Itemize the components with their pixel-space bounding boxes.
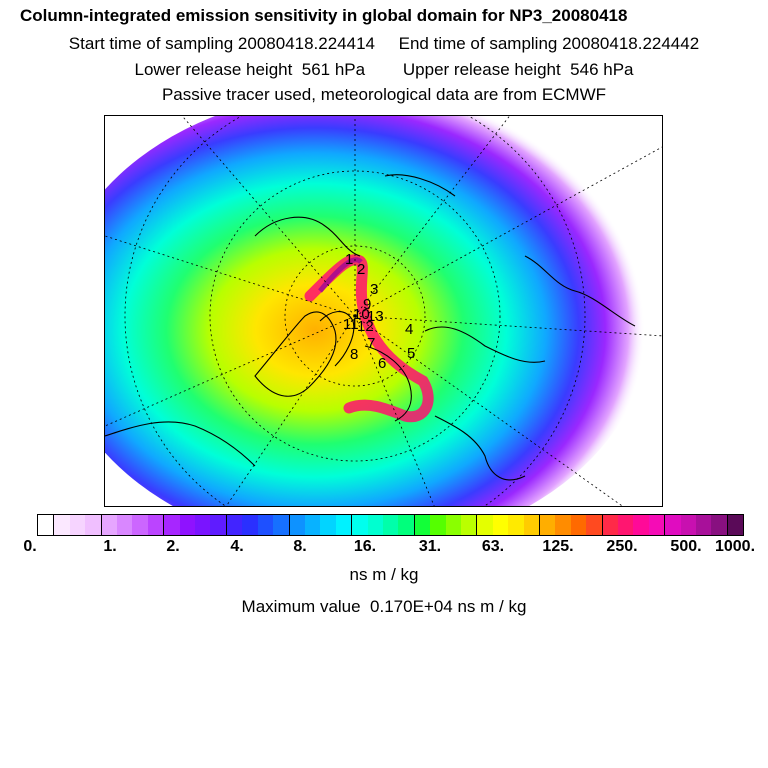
colorbar-cell <box>85 515 102 535</box>
colorbar-cell <box>398 515 415 535</box>
trajectory-label: 9 <box>363 296 371 313</box>
colorbar-cell <box>711 515 728 535</box>
colorbar-tick-label: 8. <box>293 538 307 555</box>
colorbar-cell <box>320 515 336 535</box>
colorbar-tick-label: 500. <box>670 538 702 555</box>
colorbar-cell <box>460 515 478 535</box>
colorbar-tick-label: 31. <box>418 538 442 555</box>
trajectory-label: 11 <box>343 316 359 333</box>
colorbar-cell <box>242 515 258 535</box>
trajectory-label: 3 <box>370 281 378 298</box>
colorbar-cell <box>304 515 321 535</box>
colorbar-cell <box>680 515 697 535</box>
colorbar-cell <box>618 515 634 535</box>
colorbar-tick-label: 4. <box>230 538 244 555</box>
colorbar-cell <box>132 515 148 535</box>
colorbar-cell <box>226 515 243 535</box>
trajectory-label: 6 <box>378 355 386 372</box>
trajectory-label: 8 <box>350 346 358 363</box>
colorbar-cell <box>117 515 133 535</box>
colorbar-cell <box>477 515 493 535</box>
trajectory-label: 1 <box>345 251 353 268</box>
colorbar-cell <box>164 515 180 535</box>
colorbar-cell <box>54 515 70 535</box>
colorbar-tick-label: 1. <box>103 538 117 555</box>
plot-title: Column-integrated emission sensitivity i… <box>20 6 628 25</box>
colorbar-cell <box>273 515 290 535</box>
colorbar-cell <box>445 515 461 535</box>
colorbar-cell <box>633 515 649 535</box>
coastlines <box>105 174 636 481</box>
colorbar-cell <box>492 515 509 535</box>
colorbar-cell <box>430 515 446 535</box>
colorbar-cell <box>696 515 712 535</box>
trajectory-label: 2 <box>357 261 365 278</box>
colorbar-cell <box>602 515 619 535</box>
colorbar-cell <box>382 515 399 535</box>
trajectory-label: 12 <box>357 318 374 335</box>
colorbar-cell <box>414 515 431 535</box>
colorbar-tick-label: 16. <box>353 538 377 555</box>
trajectory-label: 10 <box>353 306 370 323</box>
colorbar-cell <box>727 515 744 535</box>
colorbar-cell <box>101 515 118 535</box>
colorbar-tick-label: 0. <box>23 538 37 555</box>
colorbar-tick-label: 2. <box>166 538 180 555</box>
trajectory-label: 5 <box>407 345 415 362</box>
colorbar-cell <box>289 515 305 535</box>
maximum-value: Maximum value 0.170E+04 ns m / kg <box>241 597 527 616</box>
plume-core <box>318 257 363 293</box>
colorbar-cell <box>179 515 196 535</box>
colorbar-units: ns m / kg <box>349 565 419 584</box>
colorbar-cell <box>38 515 55 535</box>
release-heights: Lower release height 561 hPa Upper relea… <box>134 60 634 79</box>
sensitivity-field <box>105 116 651 506</box>
colorbar-tick-label: 1000. <box>714 538 756 555</box>
colorbar <box>37 514 744 536</box>
colorbar-cell <box>210 515 227 535</box>
colorbar-cell <box>523 515 540 535</box>
emission-sensitivity-map: 1 2 3 4 5 6 7 8 9 10 11 12 13 <box>104 115 663 507</box>
colorbar-tick-label: 63. <box>481 538 505 555</box>
colorbar-cell <box>540 515 556 535</box>
graticule <box>105 116 662 506</box>
trajectory-label: 4 <box>405 321 413 338</box>
colorbar-cell <box>257 515 274 535</box>
colorbar-cell <box>335 515 353 535</box>
colorbar-cell <box>648 515 666 535</box>
colorbar-cell <box>69 515 86 535</box>
colorbar-cell <box>570 515 587 535</box>
colorbar-cell <box>555 515 571 535</box>
colorbar-tick-label: 125. <box>542 538 574 555</box>
colorbar-cell <box>147 515 165 535</box>
trajectory-label: 7 <box>367 335 375 352</box>
colorbar-cell <box>352 515 368 535</box>
colorbar-cell <box>195 515 211 535</box>
colorbar-cell <box>586 515 603 535</box>
tracer-info: Passive tracer used, meteorological data… <box>161 85 607 104</box>
sampling-times: Start time of sampling 20080418.224414 E… <box>68 34 700 53</box>
colorbar-cell <box>508 515 524 535</box>
colorbar-tick-label: 250. <box>606 538 638 555</box>
colorbar-cell <box>665 515 681 535</box>
trajectory-label: 13 <box>367 308 384 325</box>
colorbar-cell <box>367 515 383 535</box>
